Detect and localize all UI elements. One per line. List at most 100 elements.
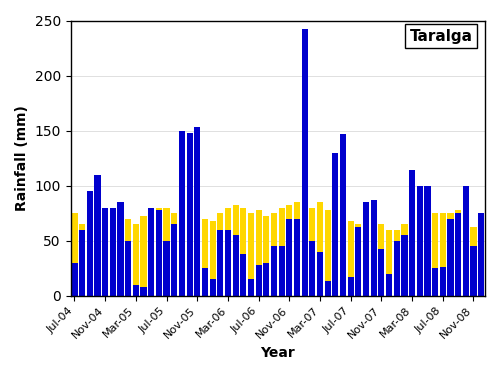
Bar [94,208,100,296]
Bar [356,227,362,296]
Bar [171,213,177,296]
Bar [448,213,454,296]
Bar [278,208,284,296]
Bar [310,208,316,296]
Bar [378,249,384,296]
Bar [248,213,254,296]
Bar [133,224,139,296]
Bar [110,208,116,296]
Bar [310,241,316,296]
Bar [102,213,108,296]
Bar [110,210,116,296]
Bar [448,219,454,296]
Bar [79,230,85,296]
Bar [140,287,146,296]
Bar [87,208,93,296]
X-axis label: Year: Year [260,346,295,360]
Bar [409,170,415,296]
Bar [386,274,392,296]
Bar [164,208,170,296]
Bar [317,202,323,296]
Bar [72,213,78,296]
Bar [263,216,270,296]
Bar [125,241,132,296]
Bar [271,246,277,296]
Bar [87,191,93,296]
Bar [432,268,438,296]
Bar [171,224,177,296]
Bar [440,267,446,296]
Bar [263,262,270,296]
Bar [356,224,362,296]
Bar [424,213,430,296]
Bar [179,210,185,296]
Bar [156,208,162,296]
Bar [194,213,200,296]
Bar [164,241,170,296]
Bar [278,246,284,296]
Bar [340,134,346,296]
Bar [348,277,354,296]
Bar [232,206,238,296]
Bar [332,213,338,296]
Bar [271,213,277,296]
Bar [256,265,262,296]
Bar [133,285,139,296]
Bar [256,210,262,296]
Y-axis label: Rainfall (mm): Rainfall (mm) [15,105,29,211]
Bar [317,252,323,296]
Bar [302,208,308,296]
Bar [440,213,446,296]
Bar [402,224,407,296]
Bar [294,219,300,296]
Bar [424,186,430,296]
Bar [148,208,154,296]
Bar [94,175,100,296]
Bar [402,235,407,296]
Bar [409,208,415,296]
Bar [125,219,132,296]
Bar [394,230,400,296]
Bar [102,208,108,296]
Bar [340,216,346,296]
Bar [416,186,423,296]
Bar [470,246,476,296]
Bar [363,202,369,296]
Bar [156,210,162,296]
Bar [348,221,354,296]
Bar [324,210,331,296]
Text: Taralga: Taralga [410,29,472,44]
Bar [225,208,231,296]
Bar [302,29,308,296]
Bar [179,130,185,296]
Bar [217,213,224,296]
Bar [286,219,292,296]
Bar [478,224,484,296]
Bar [370,200,377,296]
Bar [202,268,208,296]
Bar [394,241,400,296]
Bar [370,213,377,296]
Bar [363,216,369,296]
Bar [232,235,238,296]
Bar [240,254,246,296]
Bar [462,186,469,296]
Bar [140,216,146,296]
Bar [294,202,300,296]
Bar [286,206,292,296]
Bar [416,206,423,296]
Bar [79,224,85,296]
Bar [225,230,231,296]
Bar [148,210,154,296]
Bar [478,213,484,296]
Bar [240,208,246,296]
Bar [455,210,461,296]
Bar [72,262,78,296]
Bar [202,219,208,296]
Bar [118,202,124,296]
Bar [217,230,224,296]
Bar [118,213,124,296]
Bar [248,279,254,296]
Bar [186,133,192,296]
Bar [462,213,469,296]
